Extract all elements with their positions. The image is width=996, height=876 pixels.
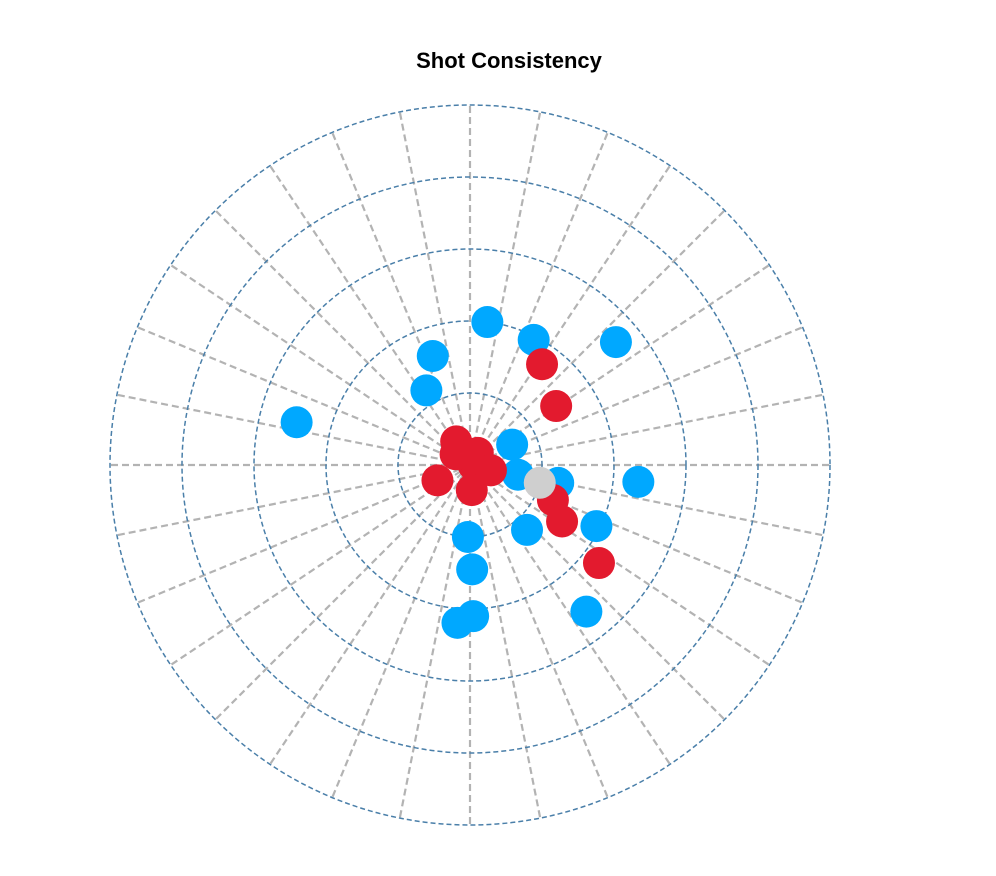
data-point	[457, 600, 490, 633]
grid-ring	[253, 248, 687, 682]
grid-spoke	[214, 464, 471, 721]
data-point	[511, 513, 544, 546]
data-point	[456, 553, 489, 586]
data-point	[582, 547, 615, 580]
grid-spoke	[136, 326, 471, 467]
grid-spoke	[136, 463, 471, 604]
grid-ring	[181, 176, 759, 754]
grid-spoke	[468, 131, 609, 466]
data-point	[546, 505, 579, 538]
data-point	[421, 464, 454, 497]
grid-spoke	[468, 464, 609, 799]
data-point	[471, 306, 504, 339]
grid-spoke	[469, 393, 824, 467]
grid-spoke	[269, 464, 471, 765]
data-point	[599, 326, 632, 359]
data-point	[280, 406, 313, 439]
grid-spoke	[170, 264, 471, 466]
data-point	[580, 510, 613, 543]
data-point	[416, 339, 449, 372]
grid-ring	[109, 104, 831, 826]
grid-spoke	[331, 131, 472, 466]
grid-spoke	[468, 464, 542, 819]
data-point	[540, 390, 573, 423]
grid-spoke	[469, 165, 671, 466]
grid-spoke	[469, 464, 770, 666]
chart-title: Shot Consistency	[416, 48, 602, 73]
data-point	[439, 438, 472, 471]
grid-spoke	[398, 464, 472, 819]
data-point	[496, 428, 529, 461]
data-point	[410, 374, 443, 407]
data-point	[622, 465, 655, 498]
grid-spoke	[468, 111, 542, 466]
data-point	[474, 454, 507, 487]
data-points	[280, 306, 655, 639]
data-point	[526, 348, 559, 381]
grid-spoke	[170, 464, 471, 666]
grid-spoke	[398, 111, 472, 466]
data-point	[455, 474, 488, 507]
grid-spoke	[214, 209, 471, 466]
data-point	[517, 323, 550, 356]
data-point	[570, 595, 603, 628]
data-point	[523, 466, 556, 499]
data-point	[451, 520, 484, 553]
grid-spoke	[469, 464, 671, 765]
grid-spoke	[469, 209, 726, 466]
grid-spoke	[269, 165, 471, 466]
grid-spoke	[331, 464, 472, 799]
grid-spoke	[116, 463, 471, 537]
grid-spoke	[469, 464, 726, 721]
